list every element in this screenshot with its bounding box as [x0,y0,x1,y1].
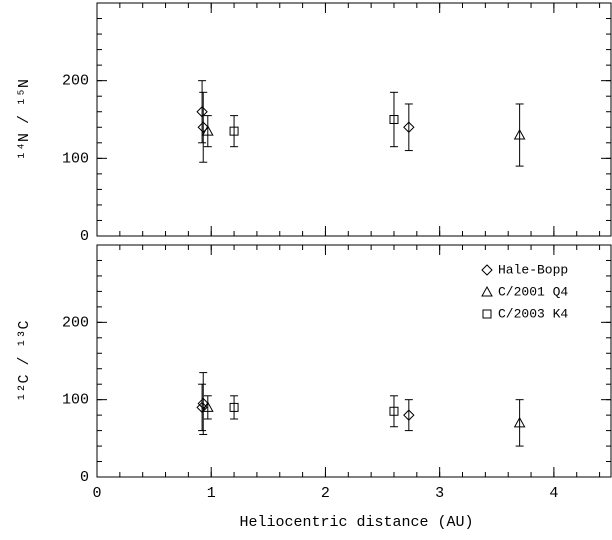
x-tick-label: 1 [207,485,216,502]
error-bar [230,115,239,148]
error-bar [404,399,413,432]
error-bar [515,103,524,167]
error-bar [203,395,212,420]
y-tick-label: 0 [80,469,89,486]
y-axis-label: ¹²C / ¹³C [16,320,33,401]
legend-marker [481,285,493,297]
diamond-marker [403,409,415,421]
error-bar [404,103,413,152]
legend-marker [482,309,492,319]
y-tick-label: 200 [62,314,89,331]
x-axis-label: Heliocentric distance (AU) [239,514,473,531]
x-tick-label: 4 [549,485,558,502]
y-tick-label: 200 [62,73,89,90]
square-marker [389,406,399,416]
error-bar [389,395,398,428]
y-tick-label: 100 [62,392,89,409]
error-bar [203,115,212,148]
triangle-marker [201,125,214,136]
y-tick-label: 0 [80,228,89,245]
x-tick-label: 0 [92,485,101,502]
error-bar [515,399,524,447]
legend-marker [481,264,493,276]
plot-frame [96,244,612,478]
diamond-marker [403,121,415,133]
diamond-marker [197,121,209,133]
error-bar [389,91,398,148]
error-bar [199,372,208,435]
legend-label: C/2001 Q4 [498,284,568,299]
y-tick-label: 100 [62,150,89,167]
legend-label: Hale-Bopp [498,262,568,277]
triangle-marker [513,416,526,428]
error-bar [230,395,239,420]
diamond-marker [196,106,208,118]
square-marker [389,115,399,124]
x-tick-label: 2 [321,485,330,502]
error-bar [198,80,207,144]
y-axis-label: ¹⁴N / ¹⁵N [16,79,33,160]
legend-label: C/2003 K4 [498,306,568,321]
diamond-marker [197,397,209,410]
error-bar [199,91,208,163]
x-tick-label: 3 [435,485,444,502]
triangle-marker [513,129,526,140]
square-marker [229,402,239,412]
plot-frame [96,2,612,237]
triangle-marker [201,401,214,412]
square-marker [229,126,239,136]
